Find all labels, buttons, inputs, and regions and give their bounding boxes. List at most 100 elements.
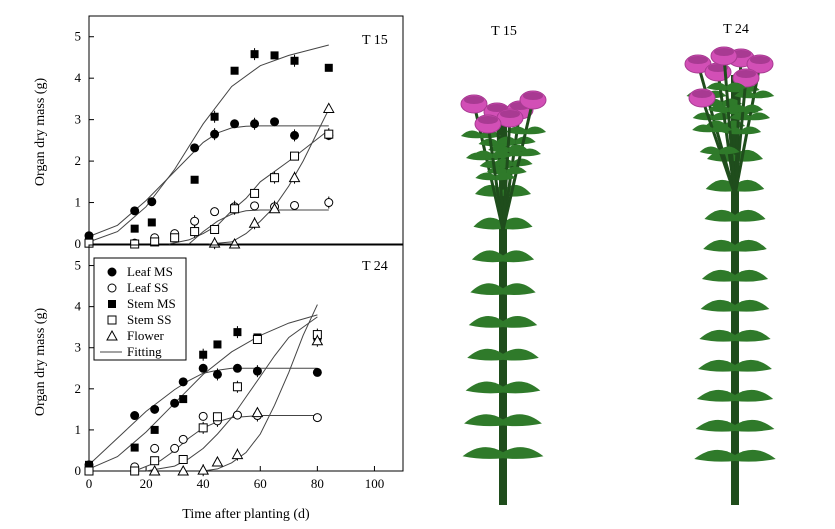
- data-point: [312, 413, 322, 423]
- y-tick-label: 1: [75, 422, 82, 437]
- flower-petals: [692, 90, 712, 98]
- x-tick-label: 0: [86, 476, 93, 491]
- leaf: [735, 359, 772, 372]
- data-point: [150, 443, 160, 453]
- data-point: [212, 369, 222, 379]
- data-point: [190, 143, 200, 153]
- legend-entry: Stem SS: [127, 312, 171, 327]
- flower-petals: [464, 96, 484, 104]
- leaf: [719, 146, 740, 155]
- y-tick-label: 1: [75, 195, 82, 210]
- leaf: [692, 124, 713, 133]
- data-point: [252, 366, 262, 376]
- plant-label-t24: T 24: [723, 22, 749, 37]
- leaf: [699, 146, 720, 155]
- data-point: [85, 233, 93, 242]
- data-point: [178, 434, 188, 444]
- main-stem: [499, 110, 507, 505]
- leaf: [503, 217, 533, 230]
- data-point: [190, 216, 200, 226]
- leaf: [698, 359, 735, 372]
- data-point: [232, 363, 242, 373]
- data-point: [130, 224, 139, 233]
- x-tick-label: 20: [140, 476, 153, 491]
- plot-frame: [88, 15, 404, 245]
- leaf: [478, 138, 499, 147]
- leaf: [503, 447, 544, 459]
- y-tick-label: 5: [75, 258, 82, 273]
- flower-petals: [523, 92, 543, 100]
- leaf: [728, 104, 749, 113]
- data-point: [130, 239, 140, 249]
- leaf: [492, 150, 513, 159]
- data-point: [130, 206, 140, 216]
- data-point: [210, 207, 220, 217]
- panel-label-t24: T 24: [362, 259, 388, 274]
- leaf: [467, 348, 503, 361]
- data-point: [170, 233, 180, 243]
- leaf: [468, 315, 503, 328]
- leaf: [735, 179, 765, 192]
- leaf: [465, 381, 503, 394]
- data-point: [290, 56, 299, 65]
- data-point: [270, 173, 280, 183]
- y-tick-label: 4: [75, 299, 82, 314]
- data-point: [210, 129, 220, 139]
- leaf: [486, 166, 507, 175]
- data-point: [230, 119, 240, 129]
- data-point: [312, 367, 322, 377]
- data-point: [211, 455, 224, 467]
- legend-entry: Leaf MS: [127, 264, 173, 279]
- data-point: [197, 464, 210, 475]
- y-tick-label: 4: [75, 70, 82, 85]
- branch: [722, 55, 737, 196]
- y-axis-label-top: Organ dry mass (g): [33, 78, 48, 187]
- leaf: [735, 449, 776, 462]
- flower-petals: [736, 70, 756, 78]
- leaf: [694, 449, 735, 462]
- plant-illustration-t24: [684, 46, 776, 505]
- data-point: [150, 456, 160, 466]
- flower-petals: [500, 110, 520, 118]
- data-point: [232, 410, 242, 420]
- x-tick-label: 80: [311, 476, 324, 491]
- data-point: [250, 201, 260, 211]
- leaf: [735, 389, 774, 402]
- legend-marker: [107, 283, 117, 293]
- data-point: [228, 237, 241, 249]
- leaf: [526, 126, 547, 135]
- leaf: [503, 414, 542, 427]
- flower-petals: [478, 116, 498, 124]
- leaf: [705, 179, 735, 192]
- data-point: [230, 66, 239, 75]
- data-point: [179, 395, 188, 404]
- leaf: [712, 124, 733, 133]
- leaf: [754, 90, 775, 99]
- data-point: [230, 204, 240, 214]
- legend-entry: Leaf SS: [127, 280, 169, 295]
- data-point: [150, 425, 159, 434]
- leaf: [473, 217, 503, 230]
- leaf: [703, 239, 735, 252]
- leaf: [506, 126, 527, 135]
- data-point: [178, 454, 188, 464]
- data-point: [177, 464, 190, 476]
- data-point: [150, 237, 160, 247]
- data-point: [85, 460, 93, 469]
- chart-panel-t15: 0 1 2 3 4 5: [75, 15, 404, 251]
- leaf: [515, 136, 536, 145]
- leaf: [503, 348, 539, 361]
- data-point: [130, 466, 140, 476]
- leaf: [704, 209, 735, 222]
- legend-marker: [107, 267, 117, 277]
- data-point: [84, 466, 94, 476]
- y-tick-label: 0: [75, 463, 82, 478]
- leaf: [503, 381, 541, 394]
- leaf: [735, 209, 766, 222]
- data-point: [147, 197, 157, 207]
- data-point: [248, 217, 261, 228]
- data-point: [170, 398, 180, 408]
- leaf: [750, 112, 771, 121]
- leaf: [696, 389, 735, 402]
